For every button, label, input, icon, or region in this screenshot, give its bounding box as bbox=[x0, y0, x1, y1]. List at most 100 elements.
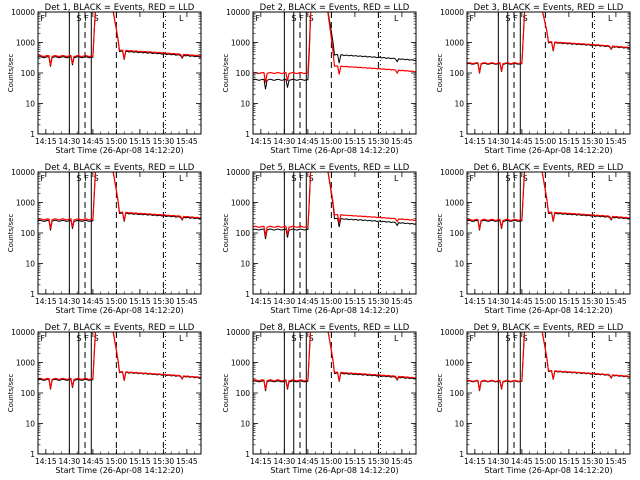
marker-letter: L bbox=[608, 334, 613, 343]
x-tick-label: 15:30 bbox=[582, 137, 604, 146]
panel-title: Det 6, BLACK = Events, RED = LLD bbox=[474, 163, 624, 173]
y-tick-label: 100 bbox=[236, 229, 251, 238]
y-tick-label: 10000 bbox=[440, 328, 464, 337]
y-tick-label: 10 bbox=[240, 100, 250, 109]
y-tick-label: 1000 bbox=[16, 199, 35, 208]
marker-letter: S bbox=[505, 334, 510, 343]
x-tick-label: 15:00 bbox=[106, 137, 128, 146]
x-tick-label: 15:30 bbox=[368, 137, 390, 146]
y-axis-label: Counts/sec bbox=[436, 214, 444, 253]
x-tick-label: 15:15 bbox=[558, 457, 580, 466]
panel-title: Det 9, BLACK = Events, RED = LLD bbox=[474, 323, 624, 333]
marker-letter: F bbox=[299, 14, 304, 23]
lld-series-line bbox=[253, 172, 416, 237]
x-tick-label: 15:15 bbox=[558, 297, 580, 306]
marker-letter: L bbox=[394, 174, 399, 183]
x-tick-label: 15:30 bbox=[368, 297, 390, 306]
marker-letter: S bbox=[523, 334, 528, 343]
x-tick-label: 14:15 bbox=[464, 457, 486, 466]
panel-frame bbox=[466, 171, 631, 295]
marker-letter: F bbox=[299, 334, 304, 343]
marker-letter: F bbox=[255, 14, 260, 23]
marker-letter: F bbox=[84, 174, 89, 183]
panel-frame bbox=[466, 11, 631, 135]
events-series-line bbox=[38, 172, 201, 231]
x-tick-label: 14:15 bbox=[464, 297, 486, 306]
x-tick-label: 14:15 bbox=[250, 137, 272, 146]
y-tick-label: 10 bbox=[25, 260, 35, 269]
y-tick-label: 10000 bbox=[440, 8, 464, 17]
x-tick-label: 15:15 bbox=[344, 297, 366, 306]
events-series-line bbox=[253, 332, 416, 392]
x-tick-label: 15:45 bbox=[391, 297, 413, 306]
marker-letter: S bbox=[76, 14, 81, 23]
marker-letter: F bbox=[513, 334, 518, 343]
marker-letter: F bbox=[40, 174, 45, 183]
y-axis-label: Counts/sec bbox=[222, 374, 230, 413]
marker-letter: S bbox=[291, 174, 296, 183]
x-tick-label: 15:15 bbox=[344, 137, 366, 146]
x-tick-label: 15:45 bbox=[605, 457, 627, 466]
y-tick-label: 1 bbox=[30, 130, 35, 139]
x-tick-label: 15:00 bbox=[106, 297, 128, 306]
x-tick-label: 15:15 bbox=[558, 137, 580, 146]
y-tick-label: 100 bbox=[21, 229, 36, 238]
y-tick-label: 1000 bbox=[445, 359, 464, 368]
y-tick-label: 1000 bbox=[16, 359, 35, 368]
x-tick-label: 14:45 bbox=[297, 137, 319, 146]
marker-letter: L bbox=[179, 14, 184, 23]
y-tick-label: 1000 bbox=[16, 39, 35, 48]
x-tick-label: 14:15 bbox=[250, 457, 272, 466]
x-axis-label: Start Time (26-Apr-08 14:12:20) bbox=[484, 306, 612, 315]
y-tick-label: 1000 bbox=[445, 199, 464, 208]
x-tick-label: 15:45 bbox=[605, 137, 627, 146]
lld-series-line bbox=[253, 12, 416, 83]
x-tick-label: 15:15 bbox=[129, 297, 151, 306]
y-tick-label: 100 bbox=[236, 69, 251, 78]
y-tick-label: 100 bbox=[450, 229, 465, 238]
panel-title: Det 7, BLACK = Events, RED = LLD bbox=[45, 323, 195, 333]
marker-letter: F bbox=[84, 14, 89, 23]
marker-letter: F bbox=[469, 14, 474, 23]
y-axis-label: Counts/sec bbox=[436, 54, 444, 93]
marker-letter: S bbox=[94, 14, 99, 23]
y-axis-label: Counts/sec bbox=[222, 54, 230, 93]
x-tick-label: 15:45 bbox=[605, 297, 627, 306]
marker-letter: S bbox=[291, 334, 296, 343]
x-tick-label: 15:00 bbox=[535, 457, 557, 466]
x-axis-label: Start Time (26-Apr-08 14:12:20) bbox=[270, 466, 398, 475]
panel-frame bbox=[37, 171, 202, 295]
x-tick-label: 15:00 bbox=[321, 297, 343, 306]
y-tick-label: 10000 bbox=[11, 328, 35, 337]
y-tick-label: 100 bbox=[236, 389, 251, 398]
x-tick-label: 15:30 bbox=[582, 457, 604, 466]
x-axis-label: Start Time (26-Apr-08 14:12:20) bbox=[270, 306, 398, 315]
x-tick-label: 14:45 bbox=[511, 457, 533, 466]
marker-letter: S bbox=[76, 174, 81, 183]
x-tick-label: 14:45 bbox=[82, 457, 104, 466]
y-tick-label: 1000 bbox=[231, 359, 250, 368]
marker-letter: S bbox=[505, 174, 510, 183]
marker-letter: F bbox=[40, 14, 45, 23]
x-tick-label: 14:45 bbox=[511, 137, 533, 146]
x-tick-label: 15:15 bbox=[129, 457, 151, 466]
x-tick-label: 14:30 bbox=[488, 137, 510, 146]
lld-series-line bbox=[38, 12, 201, 66]
marker-letter: S bbox=[94, 174, 99, 183]
x-tick-label: 15:15 bbox=[344, 457, 366, 466]
marker-letter: L bbox=[394, 14, 399, 23]
panel-frame bbox=[37, 331, 202, 455]
marker-letter: S bbox=[309, 14, 314, 23]
panel-title: Det 2, BLACK = Events, RED = LLD bbox=[260, 3, 410, 13]
y-tick-label: 100 bbox=[450, 69, 465, 78]
marker-letter: L bbox=[608, 174, 613, 183]
